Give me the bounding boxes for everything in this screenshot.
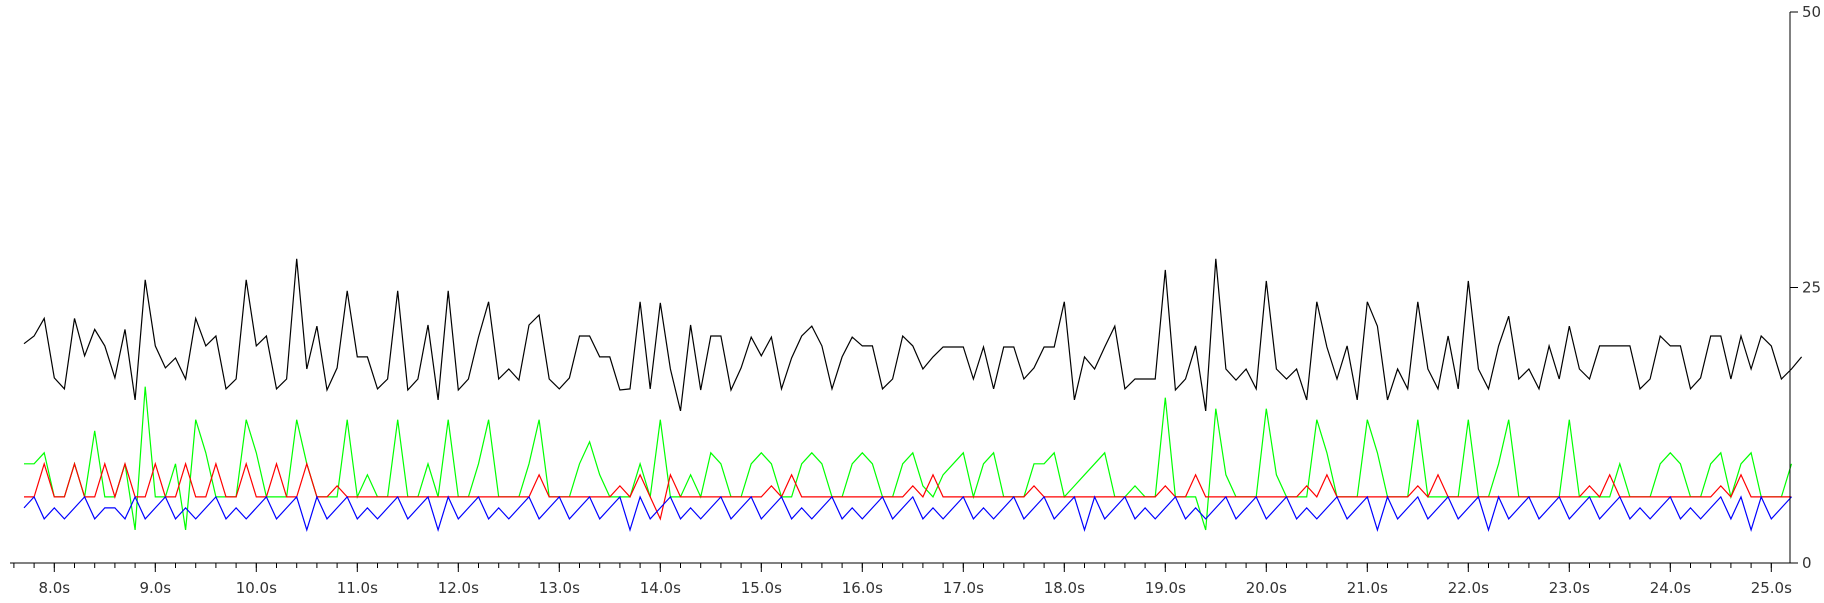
x-axis: 8.0s 9.0s 10.0s 11.0s 12.0s 13.0s 14.0s 15.0s 16… [10, 562, 1792, 597]
y-axis: 0 25 50 [1789, 3, 1821, 572]
x-tick-label: 14.0s [640, 579, 681, 597]
x-tick-label: 20.0s [1246, 579, 1287, 597]
series-layer [23, 258, 1803, 532]
x-tick-label: 10.0s [236, 579, 277, 597]
x-tick-label: 19.0s [1145, 579, 1186, 597]
x-tick-label: 21.0s [1347, 579, 1388, 597]
x-tick-label: 8.0s [38, 579, 70, 597]
x-tick-label: 24.0s [1650, 579, 1691, 597]
x-tick-label: 23.0s [1549, 579, 1590, 597]
x-tick-label: 12.0s [438, 579, 479, 597]
series-line-2 [24, 461, 1792, 521]
x-tick-label: 25.0s [1751, 579, 1792, 597]
y-tick-label: 25 [1802, 279, 1821, 297]
x-tick-label: 17.0s [943, 579, 984, 597]
series-line-1 [24, 386, 1793, 531]
x-tick-label: 13.0s [539, 579, 580, 597]
x-tick-label: 18.0s [1044, 579, 1085, 597]
x-tick-label: 9.0s [139, 579, 171, 597]
x-tick-label: 11.0s [337, 579, 378, 597]
x-tick-label: 16.0s [842, 579, 883, 597]
y-tick-label: 0 [1802, 554, 1812, 572]
x-tick-label: 15.0s [741, 579, 782, 597]
y-tick-label: 50 [1802, 3, 1821, 21]
series-line-3 [23, 495, 1792, 532]
series-line-0 [23, 258, 1803, 412]
x-tick-label: 22.0s [1448, 579, 1489, 597]
